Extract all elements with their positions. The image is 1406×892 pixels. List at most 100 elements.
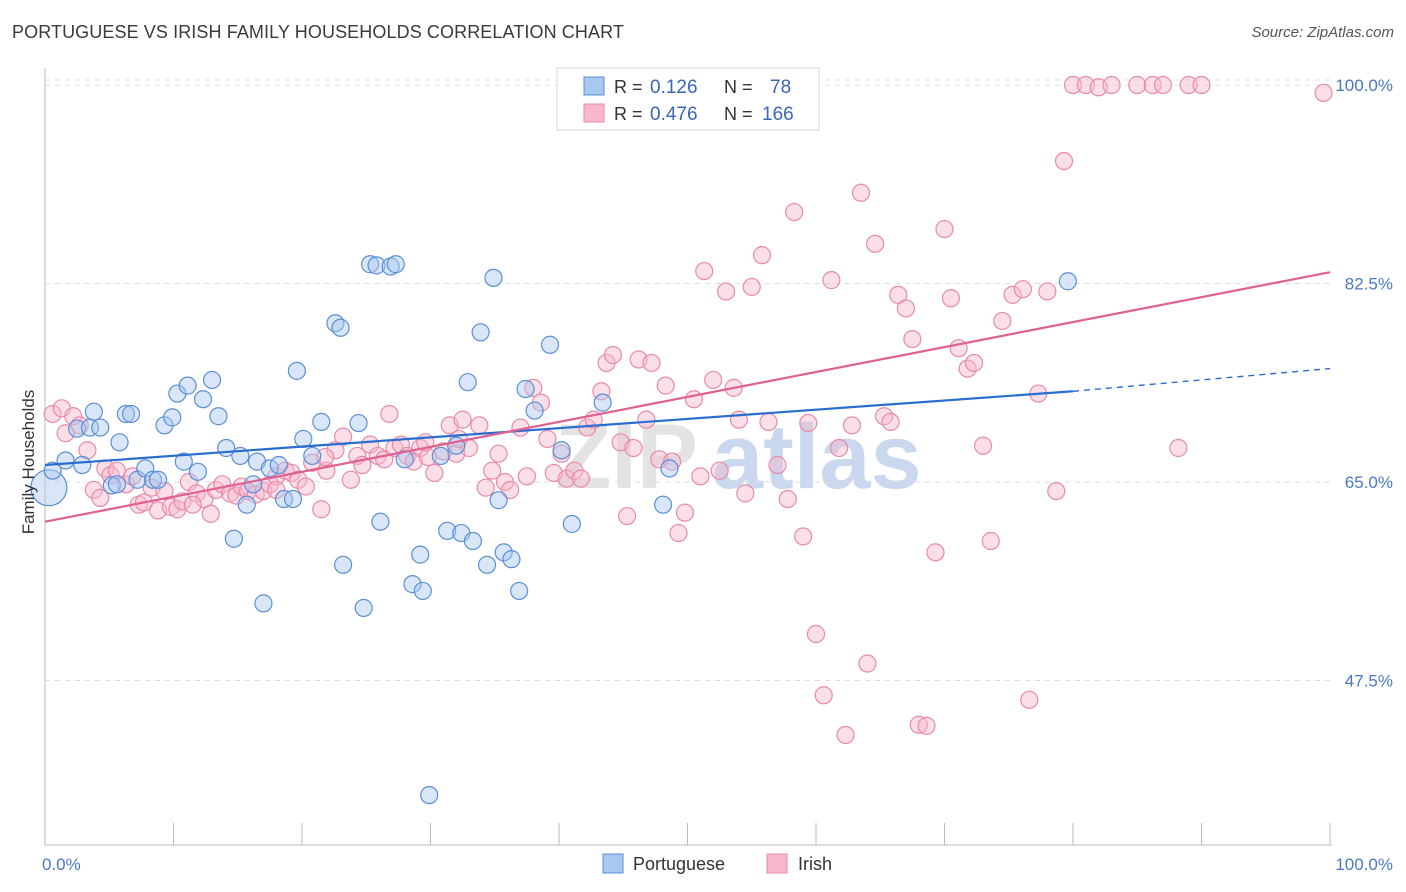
portuguese-point	[349, 413, 368, 433]
portuguese-point	[283, 489, 303, 509]
irish-point	[806, 624, 826, 644]
portuguese-point	[43, 461, 62, 480]
y-axis-title: Family Households	[19, 390, 38, 535]
portuguese-point	[420, 785, 439, 805]
irish-point	[1020, 690, 1039, 709]
portuguese-point	[178, 376, 197, 395]
bottom-legend-irish-swatch	[766, 853, 788, 874]
portuguese-point	[540, 335, 560, 354]
irish-point	[56, 424, 75, 443]
portuguese-point	[209, 407, 228, 426]
irish-point	[341, 470, 360, 489]
portuguese-point	[331, 318, 350, 337]
portuguese-point	[107, 475, 127, 494]
axes: 100.0% 82.5% 65.0% 47.5% 0.0% 100.0%	[42, 68, 1393, 874]
irish-point	[1143, 75, 1162, 95]
portuguese-n-value: 78	[770, 77, 791, 98]
irish-point	[903, 329, 922, 349]
irish-point	[91, 488, 110, 508]
irish-point	[618, 506, 637, 526]
irish-point	[1013, 280, 1032, 299]
irish-point	[1128, 75, 1147, 95]
irish-point	[183, 495, 202, 514]
portuguese-point	[56, 451, 75, 470]
irish-point	[830, 438, 849, 458]
irish-point	[736, 484, 755, 503]
bottom-legend: Portuguese Irish	[602, 853, 832, 874]
irish-point	[691, 467, 710, 486]
portuguese-point	[244, 475, 263, 494]
chart-source: Source: ZipAtlas.com	[1251, 24, 1394, 41]
irish-r-label: R =	[614, 104, 643, 124]
irish-point	[842, 416, 862, 435]
irish-point	[935, 219, 954, 239]
irish-point	[926, 543, 945, 562]
irish-point	[489, 444, 508, 463]
portuguese-point	[525, 401, 544, 420]
irish-point	[201, 504, 220, 523]
portuguese-point	[254, 594, 273, 613]
irish-point	[1054, 151, 1074, 171]
trend-lines	[44, 271, 1331, 523]
portuguese-point	[413, 581, 432, 601]
bottom-legend-portuguese-swatch	[602, 853, 624, 874]
portuguese-point	[73, 455, 92, 475]
irish-point	[866, 234, 885, 253]
irish-point	[909, 715, 928, 734]
irish-point	[729, 410, 749, 429]
portuguese-point	[110, 433, 129, 452]
irish-point	[851, 183, 871, 202]
y-tick-label: 82.5%	[1345, 275, 1393, 294]
grid	[45, 79, 1330, 682]
irish-point	[312, 500, 331, 519]
portuguese-point	[660, 459, 679, 478]
portuguese-point	[334, 555, 353, 574]
chart-title: PORTUGUESE VS IRISH FAMILY HOUSEHOLDS CO…	[12, 22, 624, 42]
irish-point	[778, 489, 797, 509]
irish-point	[993, 311, 1012, 331]
y-tick-label: 47.5%	[1345, 672, 1393, 691]
irish-point	[642, 353, 661, 373]
irish-point	[684, 390, 704, 409]
irish-point	[896, 299, 916, 318]
portuguese-point	[516, 379, 535, 399]
irish-point	[669, 523, 688, 543]
irish-point	[334, 427, 353, 446]
portuguese-point	[294, 429, 313, 449]
irish-points	[43, 75, 1333, 745]
irish-point	[173, 492, 192, 511]
portuguese-point	[116, 404, 136, 424]
irish-point	[704, 370, 723, 390]
portuguese-point	[143, 470, 163, 489]
irish-point	[675, 503, 695, 522]
portuguese-point	[174, 452, 193, 471]
portuguese-point	[438, 521, 457, 540]
portuguese-point	[1058, 272, 1077, 291]
irish-point	[453, 410, 472, 429]
irish-point	[476, 478, 495, 497]
irish-point	[768, 455, 787, 475]
portuguese-point	[494, 543, 513, 562]
portuguese-point	[163, 408, 182, 427]
portuguese-point	[84, 402, 103, 421]
irish-point	[759, 412, 778, 432]
portuguese-trend-line	[44, 390, 1074, 467]
irish-point	[524, 378, 543, 397]
irish-point	[1169, 438, 1188, 458]
portuguese-point	[510, 581, 529, 601]
irish-point	[425, 463, 444, 483]
portuguese-point	[458, 373, 477, 392]
irish-point	[380, 404, 399, 424]
portuguese-point	[68, 419, 87, 438]
irish-point	[289, 470, 308, 489]
irish-point	[470, 416, 489, 435]
portuguese-point	[188, 462, 208, 481]
portuguese-point	[312, 412, 331, 432]
portuguese-point	[593, 393, 612, 412]
portuguese-swatch	[583, 76, 605, 96]
irish-point	[483, 461, 502, 480]
irish-point	[1314, 83, 1333, 103]
irish-point	[858, 654, 877, 673]
portuguese-point	[386, 255, 405, 274]
